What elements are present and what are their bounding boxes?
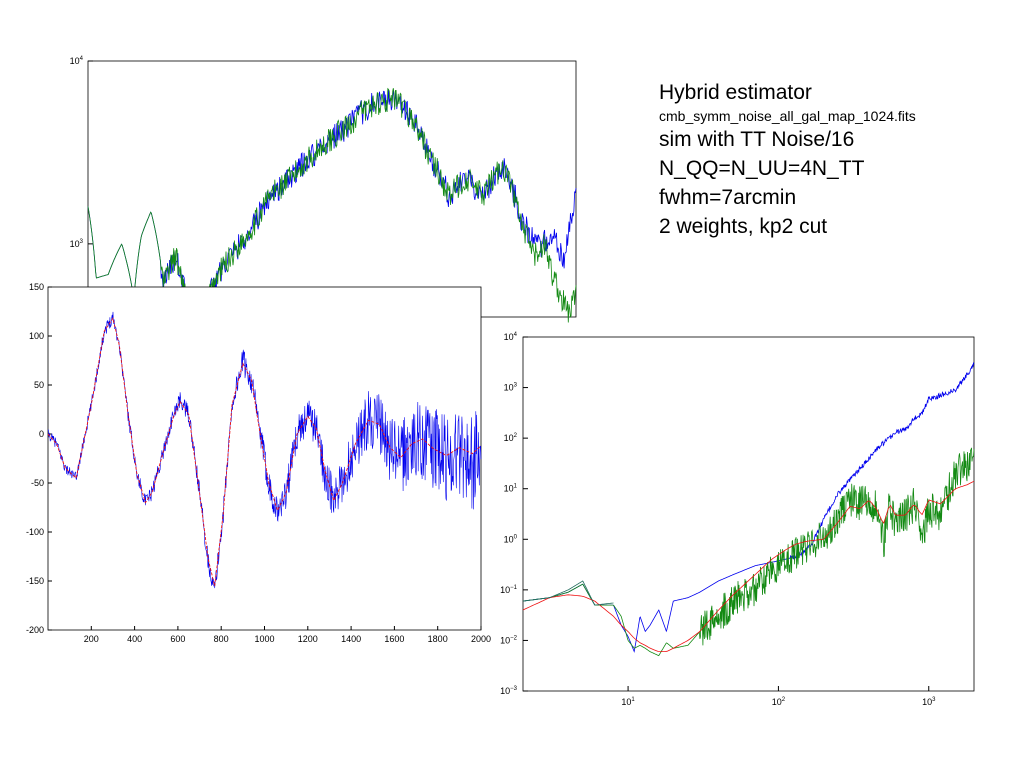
right-chart-lines	[522, 362, 975, 657]
weights-note: 2 weights, kp2 cut	[659, 215, 828, 238]
right-ytick-label: 104	[504, 332, 518, 342]
top-ytick-label: 103	[70, 239, 84, 249]
estimator-title: Hybrid estimator	[659, 81, 812, 104]
middle-ytick-label: -200	[26, 625, 44, 635]
right-ytick-label: 101	[504, 484, 518, 494]
middle-xtick-label: 1600	[384, 634, 404, 644]
middle-ytick-label: -100	[26, 527, 44, 537]
right-series-red	[522, 480, 975, 652]
middle-series-red	[47, 317, 482, 587]
middle-chart-lines	[47, 311, 482, 589]
middle-xtick-label: 400	[127, 634, 142, 644]
beam-note: fwhm=7arcmin	[659, 186, 797, 209]
middle-xtick-label: 2000	[471, 634, 491, 644]
annotation-text-block: Hybrid estimator cmb_symm_noise_all_gal_…	[659, 78, 916, 241]
middle-ytick-label: -50	[31, 478, 44, 488]
middle-xtick-label: 600	[170, 634, 185, 644]
middle-xtick-label: 1800	[428, 634, 448, 644]
middle-ytick-label: 100	[29, 331, 44, 341]
right-xtick-label: 102	[772, 697, 786, 707]
middle-ytick-label: 50	[34, 380, 44, 390]
right-chart-background	[523, 337, 974, 691]
right-plot-frame	[522, 336, 975, 692]
middle-ytick-label: 150	[29, 282, 44, 292]
right-series-teal	[522, 580, 614, 606]
right-ytick-label: 10−2	[500, 635, 518, 645]
top-chart-lines	[87, 87, 577, 331]
map-filename: cmb_symm_noise_all_gal_map_1024.fits	[659, 108, 916, 124]
right-ytick-label: 103	[504, 383, 518, 393]
middle-xtick-label: 800	[214, 634, 229, 644]
middle-xtick-label: 1000	[254, 634, 274, 644]
top-series-green	[87, 87, 577, 331]
middle-ytick-label: 0	[39, 429, 44, 439]
top-ytick-label: 104	[70, 56, 84, 66]
middle-ytick-label: -150	[26, 576, 44, 586]
right-ytick-label: 100	[504, 534, 518, 544]
right-ytick-label: 10−3	[500, 686, 518, 696]
middle-xtick-label: 1400	[341, 634, 361, 644]
right-chart-axes: 101 102 103 104 103 102 101 100 10−1 10−2 10−3	[500, 332, 975, 707]
noise-ratio-note: N_QQ=N_UU=4N_TT	[659, 157, 865, 180]
noise-note: sim with TT Noise/16	[659, 128, 855, 151]
right-ytick-label: 102	[504, 433, 518, 443]
middle-series-blue	[47, 311, 482, 589]
right-ytick-label: 10−1	[500, 585, 518, 595]
right-xtick-label: 101	[621, 697, 635, 707]
right-xtick-label: 103	[922, 697, 936, 707]
middle-xtick-label: 200	[84, 634, 99, 644]
middle-xtick-label: 1200	[298, 634, 318, 644]
